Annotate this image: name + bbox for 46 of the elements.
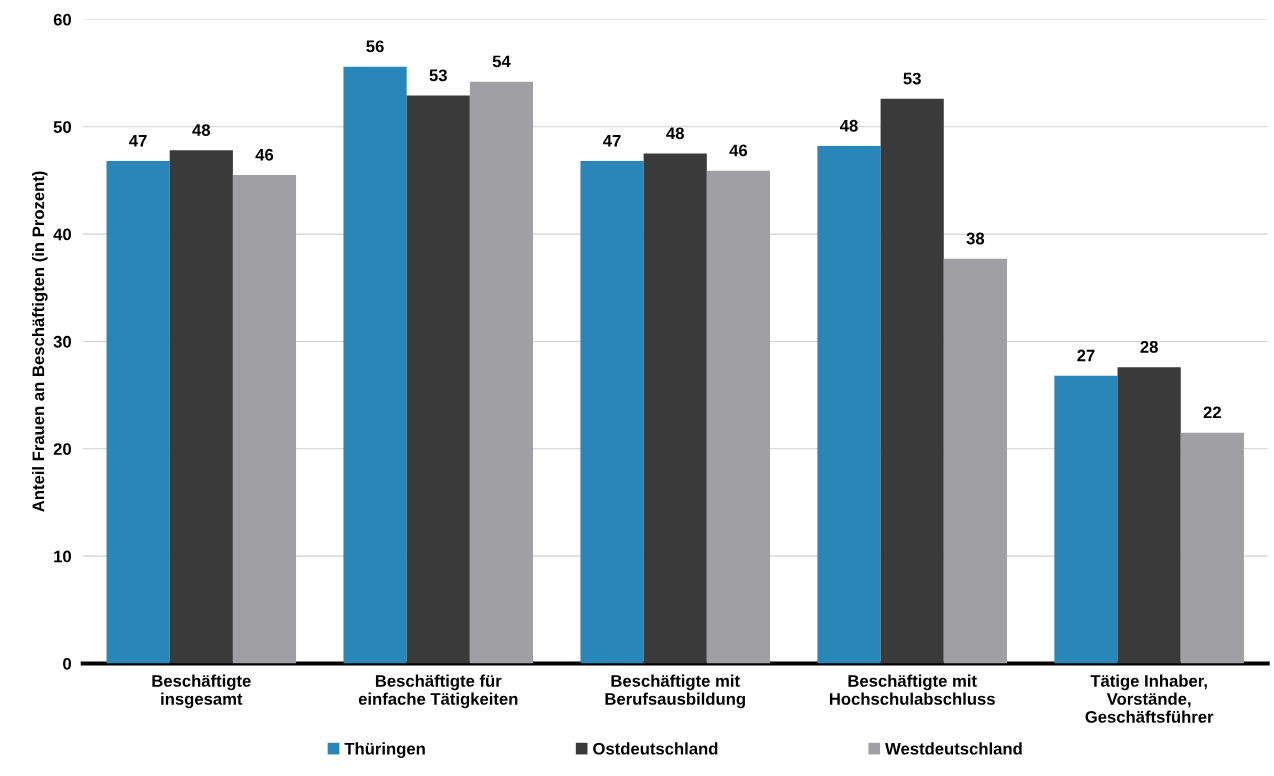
- bar: [169, 150, 233, 664]
- data-label: 27: [1077, 349, 1095, 362]
- legend-label: Ostdeutschland: [593, 742, 718, 755]
- y-tick-label: 0: [63, 657, 72, 670]
- bar: [106, 161, 170, 664]
- bar: [706, 170, 771, 664]
- x-tick-label: Beschäftigte insgesamt: [152, 674, 251, 709]
- bar: [469, 81, 534, 664]
- y-tick-label: 10: [54, 550, 72, 563]
- bar: [232, 175, 297, 664]
- data-label: 54: [492, 55, 511, 68]
- y-tick-label: 30: [53, 335, 72, 348]
- bar: [580, 161, 644, 664]
- legend-label: Westdeutschland: [885, 742, 1022, 755]
- y-tick-label: 20: [53, 443, 72, 455]
- y-tick-label: 40: [53, 228, 72, 241]
- data-label: 22: [1203, 406, 1221, 419]
- data-label: 28: [1140, 341, 1158, 353]
- data-label: 47: [129, 135, 147, 147]
- bar: [406, 95, 470, 664]
- data-label: 53: [429, 69, 447, 82]
- bar: [1180, 432, 1244, 664]
- bar: [943, 258, 1007, 664]
- data-label: 47: [603, 135, 621, 147]
- bar: [343, 66, 407, 664]
- y-axis-title: Anteil Frauen an Beschäftigten (in Prozent): [32, 171, 48, 512]
- data-label: 48: [839, 119, 858, 132]
- bar: [817, 146, 881, 664]
- y-tick-label: 50: [53, 121, 72, 133]
- legend-label: Thüringen: [344, 742, 425, 758]
- data-label: 46: [729, 144, 748, 157]
- x-tick-label: Tätige Inhaber, Vorstände, Geschäftsführer: [1085, 674, 1214, 723]
- x-tick-label: Beschäftigte mit Berufsausbildung: [605, 674, 745, 709]
- data-label: 53: [903, 72, 921, 85]
- x-tick-label: Beschäftigte mit Hochschulabschluss: [829, 674, 995, 705]
- bar: [1054, 375, 1118, 664]
- bar: [880, 98, 944, 664]
- bar: [1117, 367, 1181, 664]
- data-label: 48: [192, 124, 211, 136]
- y-tick-label: 60: [53, 13, 72, 26]
- data-label: 38: [966, 232, 985, 245]
- data-label: 56: [366, 40, 384, 53]
- x-tick-label: Beschäftigte für einfache Tätigkeiten: [358, 674, 518, 709]
- data-label: 48: [666, 127, 684, 140]
- data-label: 46: [255, 148, 274, 161]
- bar: [643, 153, 707, 664]
